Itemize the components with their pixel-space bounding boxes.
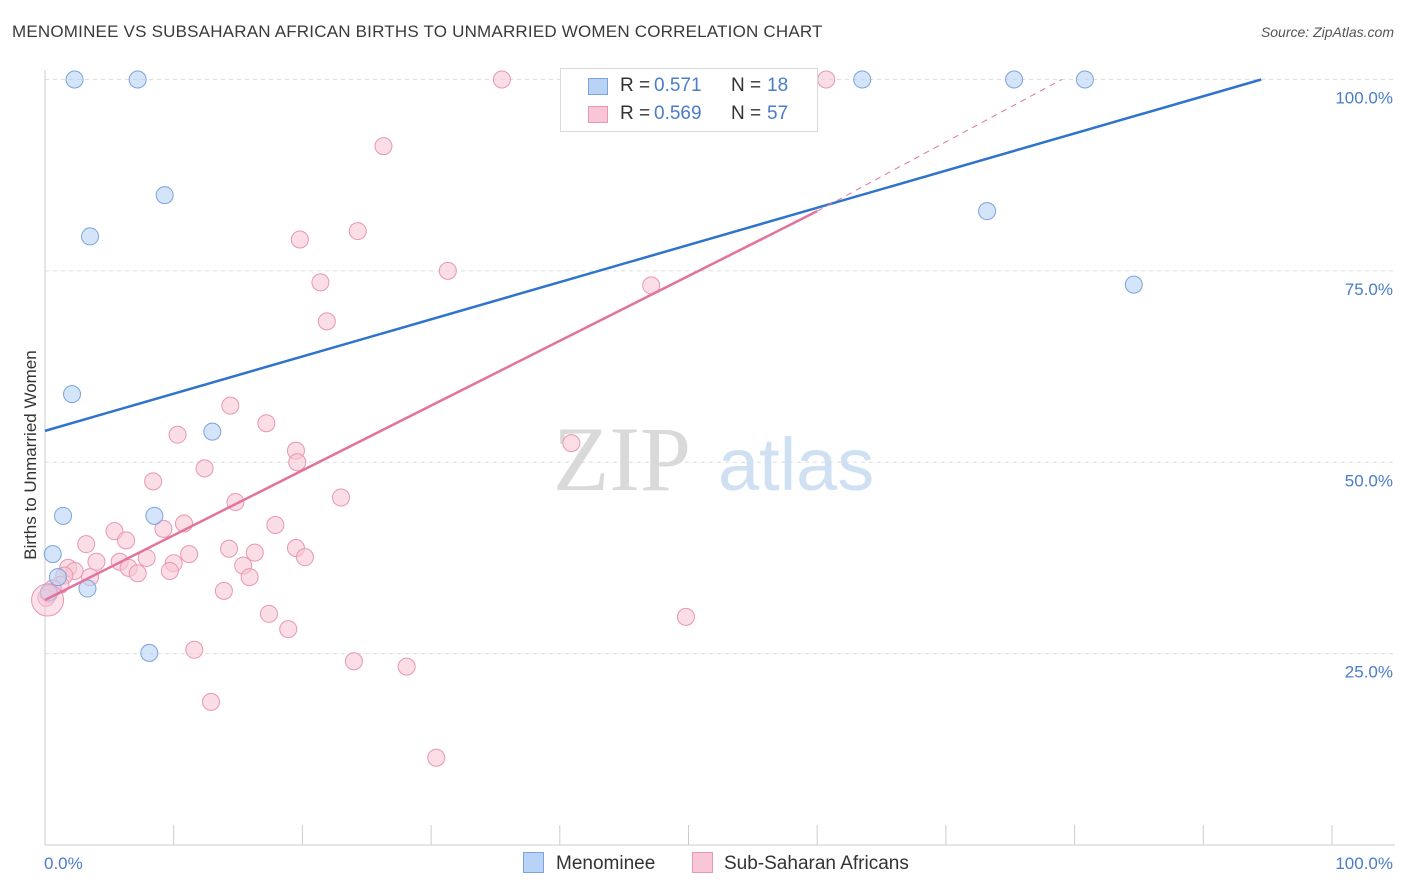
watermark-atlas: atlas [718, 423, 874, 506]
menominee-point [54, 506, 73, 525]
subsaharan-point [221, 396, 240, 415]
r-label: R = [620, 75, 651, 96]
subsaharan-legend-swatch [692, 852, 713, 873]
subsaharan-point [427, 748, 446, 767]
subsaharan-point [77, 535, 96, 554]
legend-subsaharan: Sub-Saharan Africans [724, 853, 909, 874]
legend-menominee: Menominee [556, 853, 656, 874]
menominee-legend-swatch [523, 852, 544, 873]
subsaharan-point [160, 561, 179, 580]
axes [44, 70, 1395, 846]
subsaharan-point [180, 545, 199, 564]
subsaharan-trend-extension [816, 79, 1062, 212]
n-value: 57 [767, 103, 789, 124]
subsaharan-point [144, 472, 163, 491]
subsaharan-point [562, 434, 581, 453]
r-value: 0.571 [654, 75, 702, 96]
menominee-point [145, 506, 164, 525]
series-legend: Menominee Sub-Saharan Africans [0, 850, 1406, 880]
subsaharan-point [257, 414, 276, 433]
subsaharan-point [288, 453, 307, 472]
menominee-trend-line [44, 78, 1262, 433]
subsaharan-point [279, 620, 298, 639]
subsaharan-trend-line [44, 210, 818, 602]
correlation-legend: R = 0.571 N = 18 R = 0.569 N = 57 [560, 68, 818, 132]
subsaharan-point [438, 261, 457, 280]
subsaharan-point [214, 581, 233, 600]
menominee-point [128, 70, 147, 89]
x-tick-label: 100.0% [1335, 854, 1393, 873]
y-tick-label: 100.0% [1335, 89, 1393, 108]
chart-title: MENOMINEE VS SUBSAHARAN AFRICAN BIRTHS T… [12, 22, 823, 41]
subsaharan-point [87, 552, 106, 571]
menominee-point [155, 186, 174, 205]
subsaharan-point [266, 516, 285, 535]
menominee-point [43, 545, 62, 564]
menominee-point [1124, 275, 1143, 294]
subsaharan-point [492, 70, 511, 89]
subsaharan-point [397, 657, 416, 676]
subsaharan-point [128, 564, 147, 583]
legend-row-menominee: R = 0.571 N = 18 [561, 72, 817, 100]
menominee-point [65, 70, 84, 89]
n-value: 18 [767, 75, 789, 96]
legend-row-subsaharan: R = 0.569 N = 57 [561, 100, 817, 128]
y-tick-label: 50.0% [1345, 471, 1393, 490]
subsaharan-point [344, 652, 363, 671]
subsaharan-point [240, 568, 259, 587]
x-tick-label: 0.0% [44, 854, 83, 873]
menominee-point [81, 227, 100, 246]
menominee-point [48, 568, 67, 587]
subsaharan-point [117, 531, 136, 550]
r-label: R = [620, 103, 651, 124]
trend-lines [44, 78, 1262, 602]
menominee-swatch [588, 78, 608, 95]
subsaharan-point [311, 273, 330, 292]
y-tick-label: 75.0% [1345, 280, 1393, 299]
menominee-point [1075, 70, 1094, 89]
subsaharan-point [332, 488, 351, 507]
subsaharan-point [317, 312, 336, 331]
r-value: 0.569 [654, 103, 702, 124]
subsaharan-point [185, 640, 204, 659]
menominee-point [63, 385, 82, 404]
subsaharan-point [154, 519, 173, 538]
watermark: ZIP atlas [553, 408, 874, 510]
subsaharan-point [195, 459, 214, 478]
subsaharan-point [220, 539, 239, 558]
menominee-point [978, 202, 997, 221]
watermark-zip: ZIP [553, 408, 691, 510]
y-tick-label: 25.0% [1345, 663, 1393, 682]
y-axis-label: Births to Unmarried Women [21, 350, 40, 559]
subsaharan-swatch [588, 106, 608, 123]
n-label: N = [731, 75, 762, 96]
subsaharan-point [348, 222, 367, 241]
menominee-point [140, 643, 159, 662]
subsaharan-point [290, 230, 309, 249]
menominee-point [78, 579, 97, 598]
subsaharan-point [295, 548, 314, 567]
menominee-point [203, 422, 222, 441]
n-label: N = [731, 103, 762, 124]
menominee-point [853, 70, 872, 89]
subsaharan-point [817, 70, 836, 89]
subsaharan-point [202, 692, 221, 711]
tick-labels: 25.0% 50.0% 75.0% 100.0% 0.0% 100.0% [44, 89, 1393, 874]
subsaharan-point [676, 607, 695, 626]
subsaharan-point [374, 137, 393, 156]
subsaharan-point [245, 543, 264, 562]
menominee-point [1005, 70, 1024, 89]
subsaharan-point [259, 604, 278, 623]
subsaharan-point [168, 425, 187, 444]
source-label: Source: ZipAtlas.com [1260, 24, 1394, 40]
